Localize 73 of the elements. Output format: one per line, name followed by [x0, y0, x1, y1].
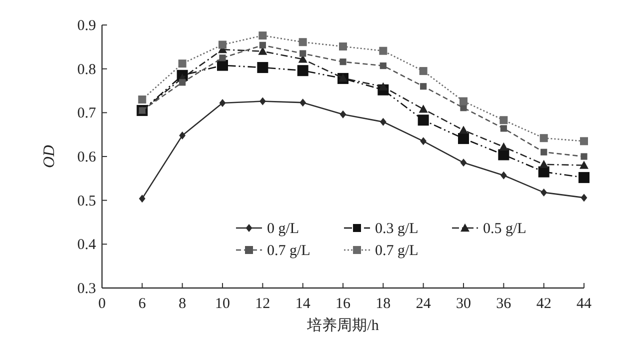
point — [259, 42, 266, 48]
x-tick-label: 10 — [215, 296, 230, 312]
legend-label: 0.7 g/L — [267, 243, 310, 259]
point — [379, 46, 388, 55]
point — [500, 125, 507, 132]
x-axis-title: 培养周期/h — [306, 317, 380, 334]
y-tick-label: 0.9 — [77, 18, 96, 34]
point — [460, 97, 468, 106]
x-tick-label: 12 — [255, 296, 270, 312]
point — [540, 134, 548, 142]
point — [258, 32, 267, 40]
point — [539, 160, 548, 168]
y-tick-label: 0.3 — [77, 281, 96, 297]
point — [219, 54, 226, 62]
point — [218, 40, 226, 49]
point — [540, 188, 548, 196]
point — [178, 60, 186, 68]
x-tick-label: 18 — [376, 296, 391, 312]
x-tick-label: 14 — [295, 296, 311, 312]
point — [179, 79, 186, 86]
point — [459, 126, 468, 134]
point — [297, 65, 308, 76]
x-tick-label: 42 — [536, 296, 552, 312]
point — [499, 142, 508, 150]
x-tick-label: 6 — [138, 296, 146, 312]
y-axis-title: OD — [41, 144, 58, 168]
point — [420, 137, 427, 146]
point — [578, 172, 590, 184]
x-tick-label: 8 — [178, 296, 186, 312]
point — [138, 194, 146, 203]
y-tick-label: 0.6 — [77, 150, 96, 166]
point — [298, 38, 307, 46]
legend-label: 0.5 g/L — [483, 221, 526, 237]
legend-label: 0 g/L — [267, 221, 300, 237]
x-tick-label: 0 — [98, 296, 106, 312]
point — [580, 153, 588, 160]
point — [580, 160, 588, 169]
point — [378, 82, 388, 90]
point — [458, 133, 469, 144]
point — [138, 96, 146, 104]
point — [540, 148, 548, 156]
legend-label: 0.3 g/L — [375, 221, 418, 237]
legend-label: 0.7 g/L — [375, 243, 418, 259]
point — [419, 67, 428, 76]
point — [418, 114, 429, 126]
point — [219, 99, 226, 108]
point — [380, 62, 386, 70]
point — [300, 50, 306, 57]
x-tick-label: 44 — [576, 296, 592, 312]
point — [259, 97, 266, 106]
point — [580, 194, 588, 202]
point — [257, 62, 268, 74]
x-tick-label: 24 — [416, 296, 432, 312]
point — [500, 171, 507, 180]
point — [340, 58, 346, 66]
y-tick-label: 0.4 — [77, 237, 96, 254]
x-tick-label: 16 — [336, 296, 351, 312]
point — [300, 98, 306, 107]
point — [500, 116, 508, 124]
point — [580, 137, 588, 146]
x-tick-label: 36 — [496, 296, 512, 312]
y-tick-label: 0.5 — [77, 193, 96, 210]
point — [460, 158, 467, 167]
x-tick-label: 30 — [456, 296, 471, 312]
point — [418, 104, 428, 113]
point — [420, 83, 427, 90]
point — [339, 42, 347, 50]
point — [380, 118, 386, 126]
point — [217, 60, 228, 71]
point — [340, 110, 346, 118]
y-tick-label: 0.8 — [77, 62, 96, 78]
point — [179, 131, 186, 140]
y-tick-label: 0.7 — [77, 106, 96, 122]
